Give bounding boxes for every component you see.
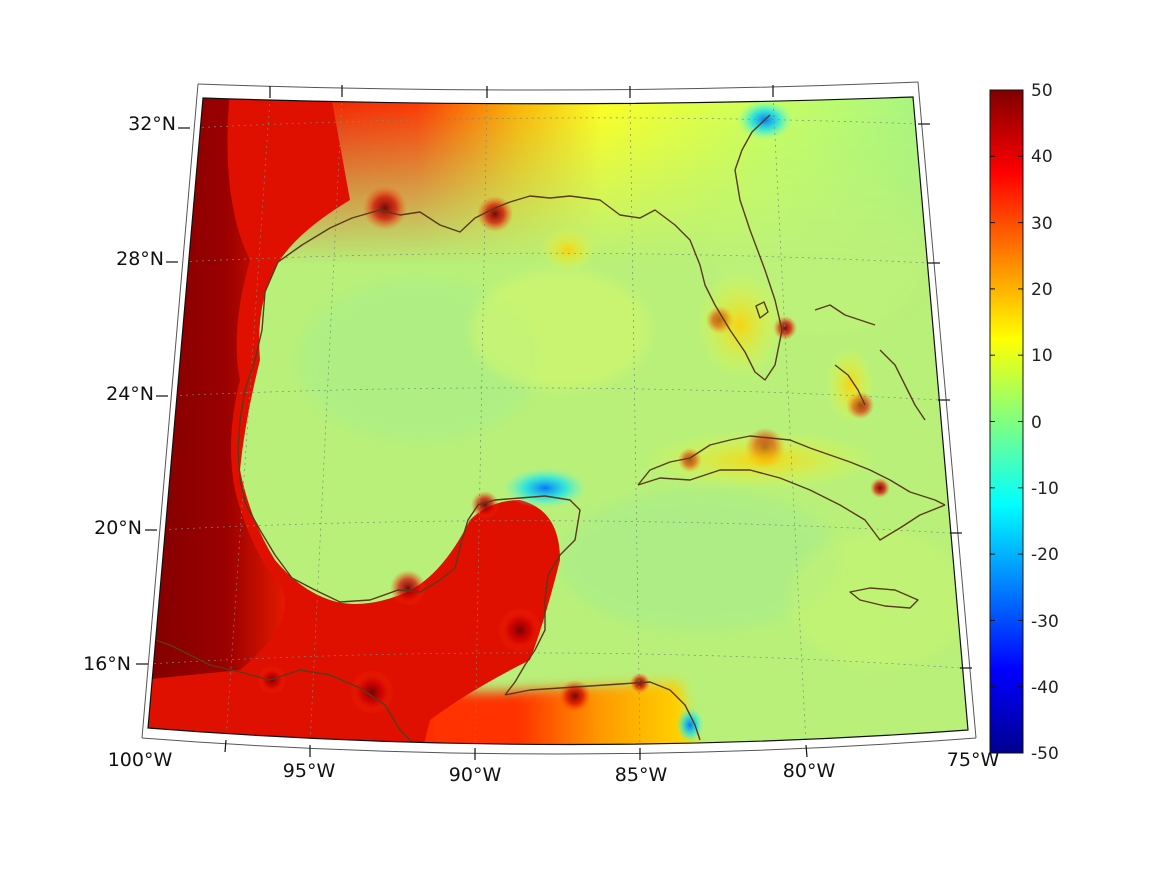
bahamas-1 (814, 304, 876, 326)
lon-label: 85°W (615, 764, 668, 786)
graticule (148, 97, 961, 745)
coastlines (154, 114, 946, 745)
pacific-coast (154, 639, 416, 745)
lat-label: 24°N (106, 383, 154, 405)
colorbar: 50 40 30 20 10 0 -10 -20 -30 -40 -50 (989, 81, 1059, 764)
map-frame (147, 96, 969, 746)
colorbar-labels: 50 40 30 20 10 0 -10 -20 -30 -40 -50 (1031, 81, 1059, 764)
lat-label: 16°N (83, 653, 131, 675)
colorbar-ramp (989, 89, 1024, 754)
bahamas-3 (879, 349, 926, 421)
tick-marks (136, 85, 972, 760)
cuba-coast-south (637, 469, 946, 541)
colorbar-label: -10 (1031, 479, 1059, 499)
colorbar-label: 20 (1031, 280, 1053, 300)
lon-label: 100°W (108, 749, 173, 771)
gulf-coast-north (261, 114, 783, 381)
lat-label: 28°N (116, 248, 164, 270)
latitude-labels: 32°N 28°N 24°N 20°N 16°N (83, 113, 176, 675)
colorbar-label: 10 (1031, 346, 1053, 366)
cuba-coast (637, 435, 946, 506)
colorbar-label: 30 (1031, 214, 1053, 234)
lat-label: 20°N (94, 517, 142, 539)
map-border (141, 81, 977, 755)
colorbar-label: 0 (1031, 413, 1042, 433)
lon-label: 95°W (283, 760, 336, 782)
lake-okeechobee (755, 301, 769, 319)
colorbar-label: -30 (1031, 612, 1059, 632)
central-america-coast (504, 681, 701, 741)
colorbar-label: 40 (1031, 147, 1053, 167)
bahamas-2 (834, 364, 866, 406)
mexico-coast (237, 329, 581, 696)
data-field (148, 97, 968, 745)
colorbar-label: -40 (1031, 678, 1059, 698)
colorbar-label: -20 (1031, 545, 1059, 565)
lon-label: 80°W (783, 760, 836, 782)
jamaica (849, 587, 919, 609)
colorbar-label: 50 (1031, 81, 1053, 101)
lat-label: 32°N (128, 113, 176, 135)
lon-label: 75°W (947, 749, 1000, 771)
lon-label: 90°W (449, 764, 502, 786)
longitude-labels: 100°W 95°W 90°W 85°W 80°W 75°W (108, 749, 1000, 786)
colorbar-ticks (990, 89, 1023, 754)
colorbar-label: -50 (1031, 744, 1059, 764)
